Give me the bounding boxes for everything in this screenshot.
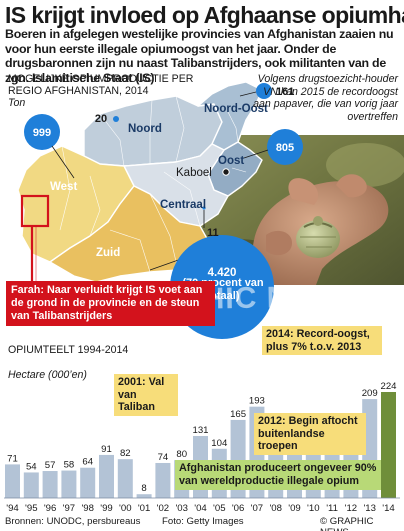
annotation-2001: 2001: Val van Taliban	[114, 374, 178, 416]
bar-value-label: 80	[176, 449, 187, 460]
region-label-north: Noord	[128, 123, 162, 135]
bar-value-label: 224	[380, 381, 397, 392]
x-tick-label: '02	[157, 503, 170, 514]
annotation-2012: 2012: Begin aftocht buitenlandse troepen	[254, 413, 366, 455]
bar-value-label: 165	[230, 409, 246, 420]
bar-98	[80, 467, 96, 498]
x-tick-label: '95	[25, 503, 38, 514]
value-south: 4.420	[208, 267, 237, 279]
bar-01	[136, 494, 152, 498]
region-label-south: Zuid	[96, 247, 120, 259]
annotation-2014: 2014: Record-oogst, plus 7% t.o.v. 2013	[262, 326, 382, 356]
x-tick-label: '06	[232, 503, 245, 514]
x-tick-label: '00	[119, 503, 132, 514]
bar-value-label: 54	[26, 461, 37, 472]
bar-value-label: 209	[362, 388, 378, 399]
world-share-note: Afghanistan produceert ongeveer 90% van …	[175, 460, 381, 490]
bar-value-label: 104	[211, 438, 228, 449]
bar-02	[155, 462, 171, 498]
x-tick-label: '14	[382, 503, 395, 514]
x-tick-label: '07	[251, 503, 264, 514]
bar-value-label: 74	[158, 452, 169, 463]
x-tick-label: '09	[288, 503, 301, 514]
region-south	[49, 185, 211, 283]
x-tick-label: '10	[307, 503, 320, 514]
value-west: 999	[33, 127, 51, 139]
intro-text: Boeren in afgelegen westelijke provincie…	[5, 27, 394, 85]
bar-value-label: 8	[141, 483, 146, 494]
bar-99	[99, 454, 114, 498]
photo-credit: Foto: Getty Images	[162, 516, 244, 527]
bar-94	[5, 464, 20, 498]
bar-14	[381, 392, 396, 498]
region-label-west: West	[50, 181, 77, 193]
farah-note: Farah: Naar verluidt krijgt IS voet aan …	[6, 281, 215, 326]
map-unit: Ton	[8, 97, 26, 109]
map-title: MOGELIJKE OPIUMPRODUCTIE PER REGIO AFGHA…	[8, 73, 194, 98]
value-north-east: 161	[276, 86, 294, 98]
region-label-center: Centraal	[160, 199, 206, 211]
bar-value-label: 91	[101, 444, 112, 455]
bar-value-label: 71	[7, 453, 18, 464]
bar-96	[42, 471, 58, 498]
chart-unit: Hectare (000’en)	[8, 369, 87, 381]
x-tick-label: '98	[81, 503, 94, 514]
x-tick-label: '03	[175, 503, 188, 514]
bar-value-label: 57	[45, 460, 56, 471]
brand-credit: © GRAPHIC NEWS	[320, 516, 374, 531]
value-center: 11	[207, 227, 219, 239]
x-tick-label: '04	[194, 503, 207, 514]
sources: Bronnen: UNODC, persbureaus	[5, 516, 141, 527]
x-tick-label: '97	[63, 503, 76, 514]
x-tick-label: '08	[269, 503, 282, 514]
headline: IS krijgt invloed op Afghaanse opiumhand…	[5, 2, 404, 28]
capital-label: Kaboel	[176, 167, 212, 179]
bar-00	[117, 459, 133, 498]
value-east: 805	[276, 142, 294, 154]
chart-title: OPIUMTEELT 1994-2014	[8, 344, 129, 356]
bar-value-label: 64	[82, 457, 93, 468]
bar-95	[23, 472, 39, 498]
x-tick-label: '01	[138, 503, 151, 514]
bar-97	[61, 470, 77, 498]
region-label-east: Oost	[218, 155, 244, 167]
bar-value-label: 131	[192, 425, 208, 436]
region-label-north-east: Noord-Oost	[204, 103, 268, 115]
unodc-forecast-note: Volgens drugstoezicht-houder VN kan 2015…	[253, 73, 398, 123]
bar-value-label: 82	[120, 448, 131, 459]
x-tick-label: '11	[326, 503, 338, 514]
bar-value-label: 58	[64, 460, 75, 471]
x-tick-label: '96	[44, 503, 57, 514]
bar-value-label: 193	[249, 396, 265, 407]
value-north: 20	[95, 113, 107, 125]
x-tick-label: '99	[100, 503, 113, 514]
x-tick-label: '13	[363, 503, 376, 514]
x-tick-label: '12	[345, 503, 358, 514]
x-tick-label: '94	[6, 503, 19, 514]
x-tick-label: '05	[213, 503, 226, 514]
